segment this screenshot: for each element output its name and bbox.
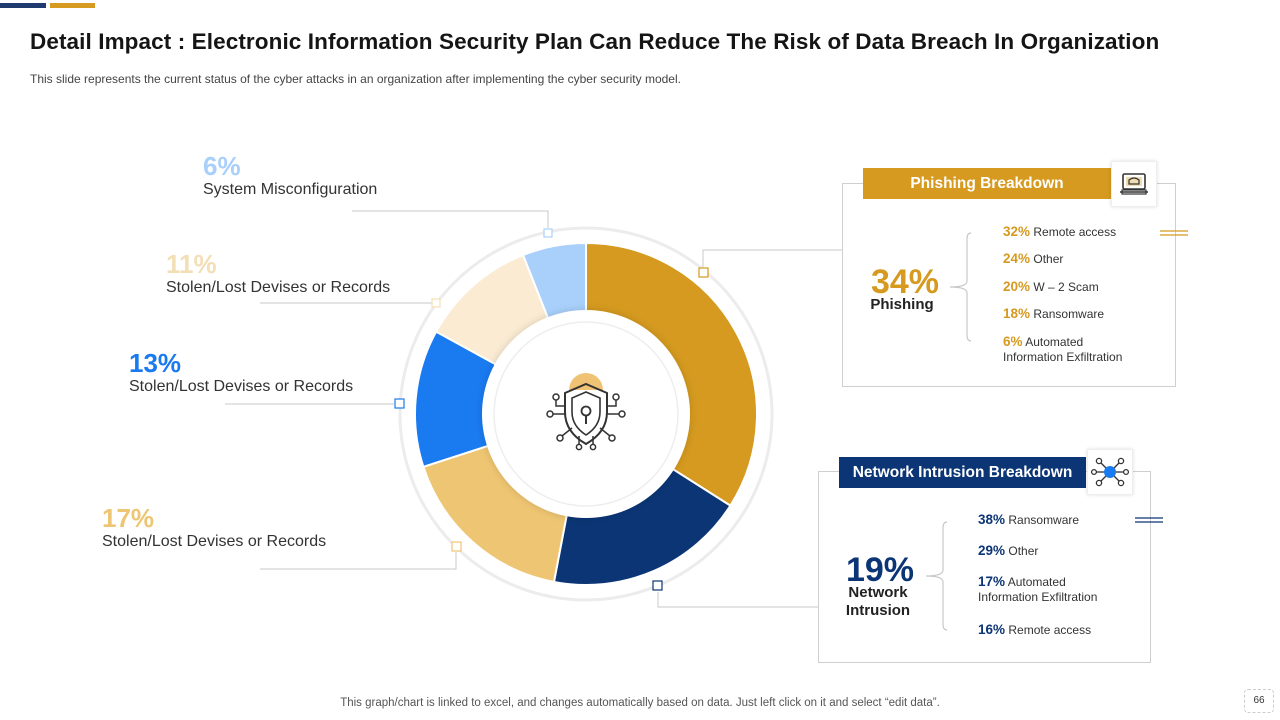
phishing-big-percent: 34% [870, 263, 940, 301]
network-item-3: 17% Automated Information Exfiltration [978, 574, 1097, 605]
inner-circle [482, 310, 690, 518]
phishing-bracket [949, 232, 972, 342]
callout-6-percent: 6% System Misconfiguration [203, 152, 377, 199]
phishing-item-2-label: Other [1033, 252, 1064, 266]
phishing-item-4-label: Ransomware [1033, 307, 1105, 321]
phishing-item-2: 24% Other [1003, 251, 1063, 267]
network-big-percent: 19% [845, 551, 915, 589]
network-panel [818, 471, 1151, 663]
phishing-item-5: 6% Automated Information Exfiltration [1003, 334, 1122, 365]
network-item-3-label-2: Information Exfiltration [978, 590, 1098, 604]
network-item-2: 29% Other [978, 543, 1038, 559]
phishing-item-5-label: Automated [1025, 335, 1084, 349]
phishing-accent-lines [1160, 230, 1188, 236]
phishing-item-4-pct: 18% [1003, 306, 1031, 321]
phishing-item-5-label-2: Information Exfiltration [1003, 350, 1123, 364]
callout-17-value: 17% [102, 503, 155, 533]
page-number: 66 [1244, 689, 1274, 713]
phishing-item-1-pct: 32% [1003, 224, 1031, 239]
callout-17-percent: 17% Stolen/Lost Devises or Records [102, 504, 326, 551]
callout-11-value: 11% [166, 249, 217, 279]
phishing-item-2-pct: 24% [1003, 251, 1031, 266]
phishing-item-5-pct: 6% [1003, 334, 1023, 349]
marker-34 [698, 267, 709, 278]
connector-lines [225, 210, 842, 608]
footer-note: This graph/chart is linked to excel, and… [340, 697, 940, 709]
network-item-3-label: Automated [1007, 575, 1066, 589]
callout-13-value: 13% [129, 348, 182, 378]
marker-6 [543, 228, 553, 238]
network-item-4: 16% Remote access [978, 622, 1091, 638]
callout-13-percent: 13% Stolen/Lost Devises or Records [129, 349, 353, 396]
top-accent-bar-navy [0, 3, 46, 8]
phishing-item-1-label: Remote access [1033, 225, 1117, 239]
phishing-panel [842, 183, 1176, 387]
network-big-label-1: Network [848, 584, 908, 601]
top-accent-bar-gold [50, 3, 95, 8]
phishing-item-4: 18% Ransomware [1003, 306, 1104, 322]
shield-lock-icon [546, 373, 626, 451]
callout-6-label: System Misconfiguration [203, 181, 378, 198]
page-title: Detail Impact : Electronic Information S… [30, 29, 1160, 54]
phishing-big-label: Phishing [870, 296, 934, 313]
callout-11-percent: 11% Stolen/Lost Devises or Records [166, 250, 390, 297]
phishing-item-3-pct: 20% [1003, 279, 1031, 294]
network-icon-box [1087, 449, 1133, 495]
phishing-item-3-label: W – 2 Scam [1033, 280, 1099, 294]
callout-13-label: Stolen/Lost Devises or Records [129, 378, 354, 395]
computer-hack-icon [1120, 173, 1148, 195]
phishing-item-3: 20% W – 2 Scam [1003, 279, 1099, 295]
network-item-2-pct: 29% [978, 543, 1006, 558]
network-big-label-2: Intrusion [845, 602, 911, 619]
marker-17 [451, 541, 462, 552]
network-nodes-icon [1090, 457, 1130, 487]
network-bracket [925, 521, 948, 631]
network-item-4-pct: 16% [978, 622, 1006, 637]
network-item-3-pct: 17% [978, 574, 1006, 589]
network-item-1: 38% Ransomware [978, 512, 1079, 528]
inner-ring [493, 321, 679, 507]
marker-13 [394, 398, 405, 409]
network-panel-title: Network Intrusion Breakdown [839, 457, 1086, 488]
network-item-1-label: Ransomware [1008, 513, 1080, 527]
phishing-icon-box [1111, 161, 1157, 207]
marker-11 [431, 298, 441, 308]
network-item-1-pct: 38% [978, 512, 1006, 527]
callout-6-value: 6% [203, 151, 241, 181]
network-accent-lines [1135, 517, 1163, 523]
callout-11-label: Stolen/Lost Devises or Records [166, 279, 391, 296]
phishing-panel-title: Phishing Breakdown [863, 168, 1111, 199]
page-subtitle: This slide represents the current status… [30, 72, 681, 86]
phishing-item-1: 32% Remote access [1003, 224, 1116, 240]
network-item-2-label: Other [1008, 544, 1039, 558]
marker-19 [652, 580, 663, 591]
callout-17-label: Stolen/Lost Devises or Records [102, 533, 327, 550]
network-item-4-label: Remote access [1008, 623, 1092, 637]
